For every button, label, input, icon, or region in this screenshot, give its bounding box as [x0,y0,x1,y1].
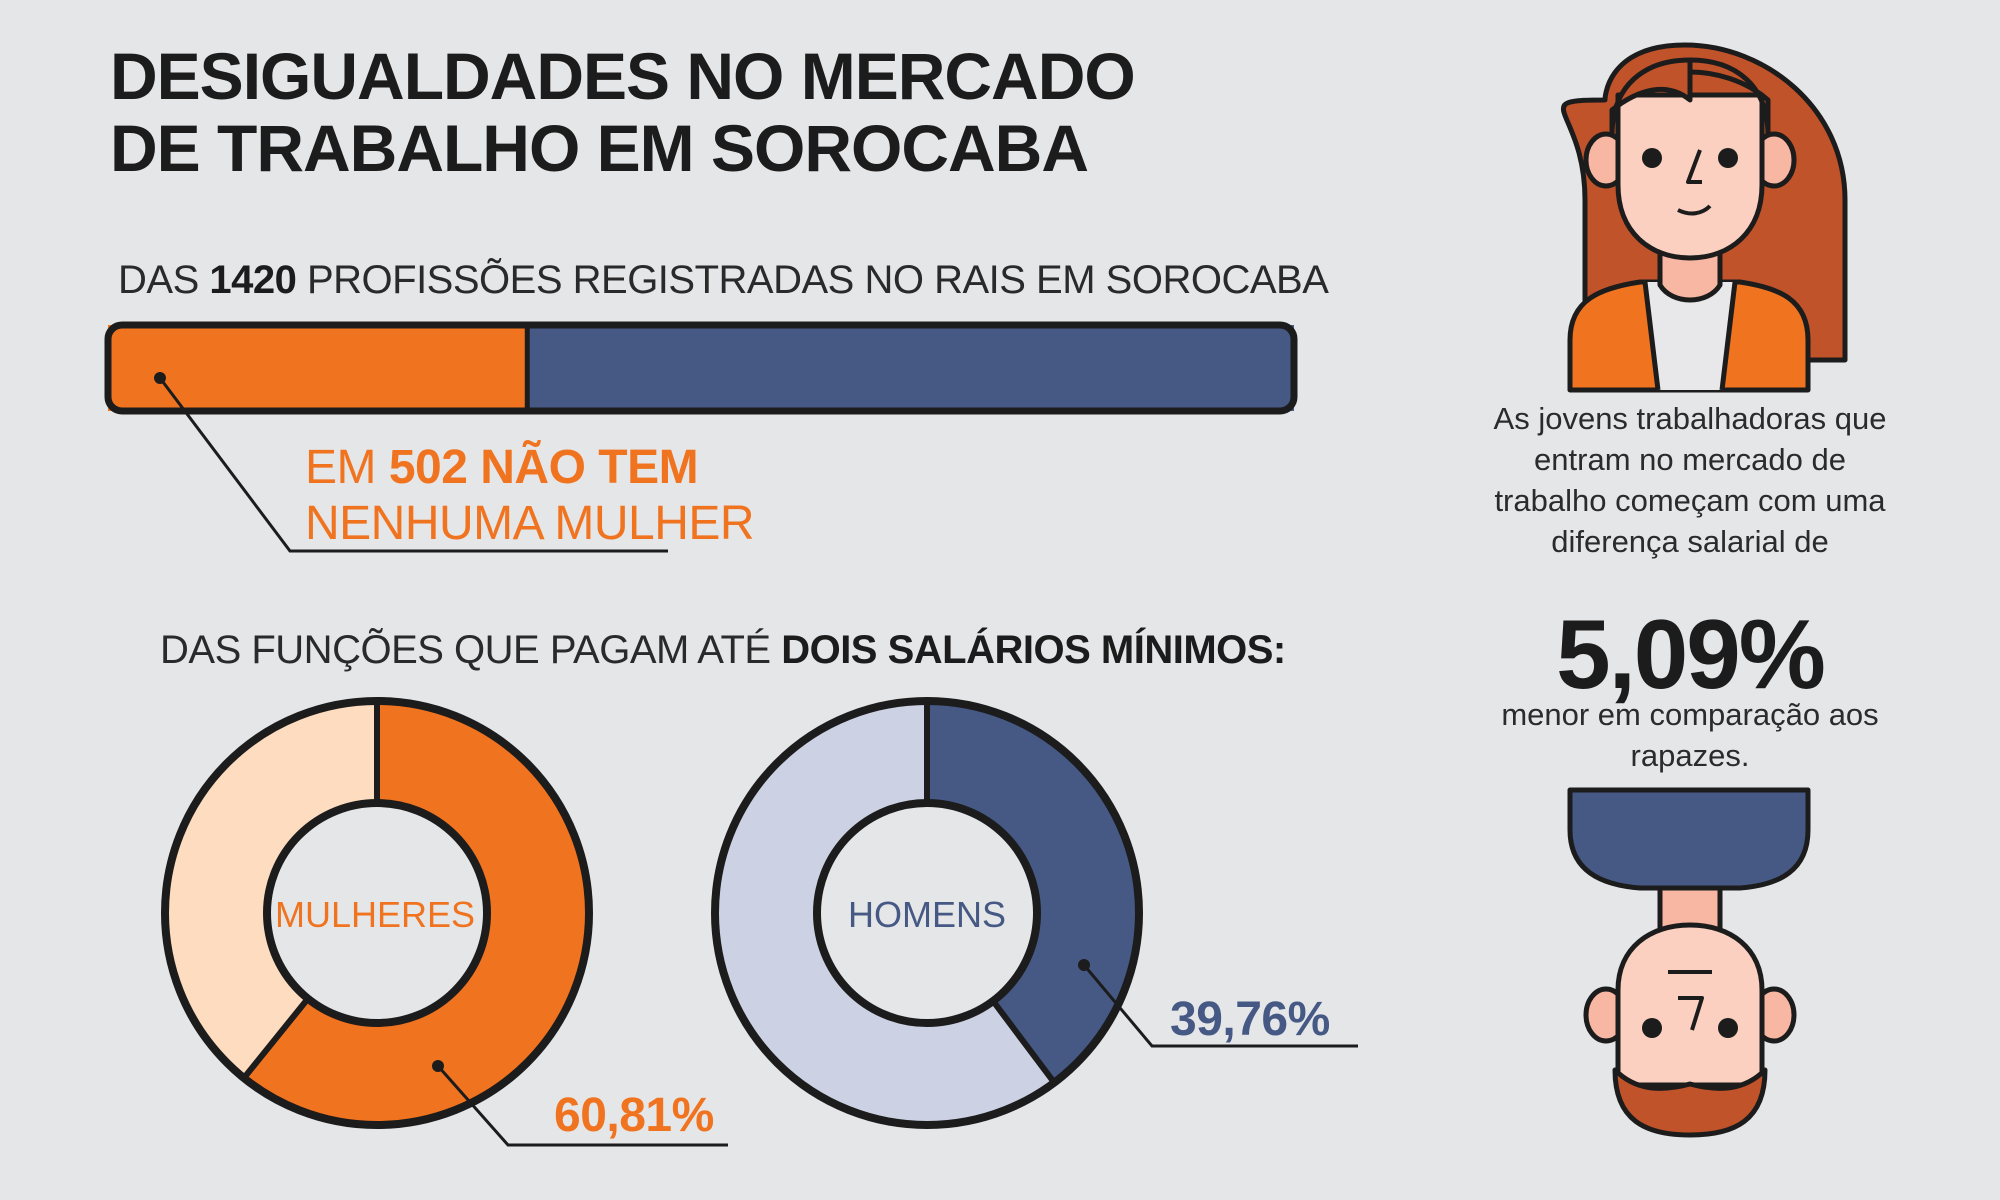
side-text: As jovens trabalhadoras que entram no me… [1493,401,1887,559]
bar-segment-0 [108,325,528,411]
bar-callout-line [158,377,668,553]
women-callout-dot [432,1060,444,1072]
men-percent-label: 39,76% [1170,993,1330,1046]
donut-men [711,697,1143,1129]
women-callout-line [436,1065,728,1147]
functions-heading: DAS FUNÇÕES QUE PAGAM ATÉ DOIS SALÁRIOS … [160,628,1286,673]
bar-callout-dot [154,372,166,384]
title-line-1: DESIGUALDADES NO MERCADO [110,39,1136,113]
bar-outline [104,321,1298,415]
professions-total: 1420 [209,258,297,302]
donut-hole [813,799,1041,1027]
professions-suffix: PROFISSÕES REGISTRADAS NO RAIS EM SOROCA… [296,258,1329,302]
donut-outer-ring [711,697,1143,1129]
page-title: DESIGUALDADES NO MERCADO DE TRABALHO EM … [110,40,1210,184]
man-illustration [1567,787,1811,1138]
side-text-2: menor em comparação aos rapazes. [1501,697,1879,773]
women-donut-label: MULHERES [274,894,476,935]
men-callout-line [1082,964,1358,1048]
bar-callout-text: EM 502 NÃO TEM NENHUMA MULHER [305,440,755,552]
callout-line-2: NENHUMA MULHER [305,497,755,550]
functions-bold: DOIS SALÁRIOS MÍNIMOS: [781,628,1286,672]
title-line-2: DE TRABALHO EM SOROCABA [110,111,1089,185]
men-callout-dot [1078,959,1090,971]
donut-hole [263,799,491,1027]
men-donut-label: HOMENS [847,894,1006,935]
salary-gap-percent: 5,09% [1556,599,1826,709]
professions-prefix: DAS [118,258,210,302]
bar-segment-1 [527,325,1294,411]
professions-heading: DAS 1420 PROFISSÕES REGISTRADAS NO RAIS … [118,258,1329,303]
professions-bar [104,321,1298,415]
donut-outer-ring [161,697,593,1129]
women-percent-label: 60,81% [554,1089,714,1142]
woman-illustration [1561,42,1848,393]
callout-prefix: EM [305,441,389,494]
callout-bold: 502 NÃO TEM [388,441,699,494]
donut-women [161,697,593,1129]
functions-prefix: DAS FUNÇÕES QUE PAGAM ATÉ [160,628,782,672]
